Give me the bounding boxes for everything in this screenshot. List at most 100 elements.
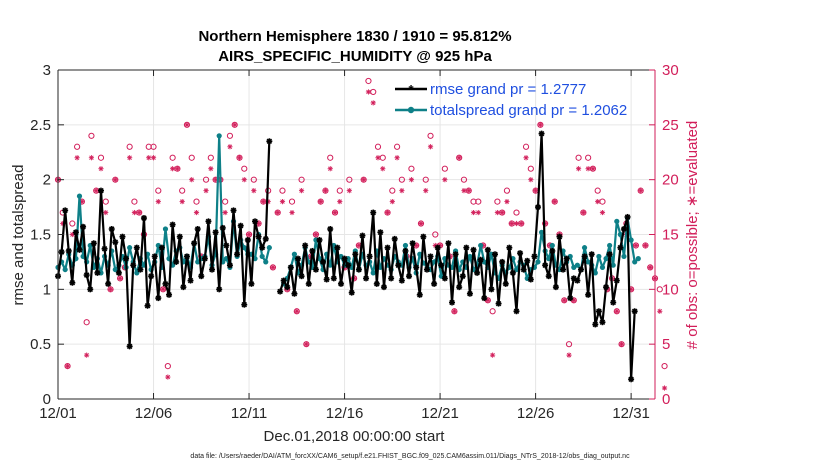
- obs-evaluated-stroke: [590, 166, 596, 171]
- obs-evaluated-stroke: [662, 385, 667, 391]
- obs-evaluated-marker: [657, 308, 663, 314]
- series-point-0: [509, 269, 516, 276]
- obs-evaluated-marker: [93, 188, 99, 194]
- obs-evaluated-stroke: [648, 265, 653, 270]
- series-point-stroke: [234, 251, 240, 258]
- obs-evaluated-stroke: [156, 199, 161, 204]
- series-point-0: [312, 266, 319, 273]
- series-point-0: [205, 218, 212, 225]
- series-point-stroke: [155, 295, 162, 301]
- obs-evaluated-stroke: [585, 166, 591, 171]
- series-point-0: [219, 224, 226, 231]
- obs-evaluated-stroke: [328, 166, 333, 171]
- obs-evaluated-stroke: [504, 199, 510, 204]
- series-point-1: [155, 242, 161, 249]
- series-point-0: [58, 249, 65, 256]
- series-point-0: [452, 251, 459, 258]
- series-point-1: [259, 253, 265, 260]
- series-point-stroke: [502, 281, 509, 287]
- series-point-0: [201, 255, 208, 262]
- series-point-stroke: [438, 262, 445, 268]
- series-point-stroke: [151, 253, 158, 260]
- obs-evaluated-stroke: [208, 166, 214, 171]
- series-point-0: [538, 130, 545, 137]
- series-point-1: [603, 256, 609, 262]
- obs-evaluated-marker: [236, 155, 243, 161]
- obs-evaluated-stroke: [390, 199, 395, 204]
- series-point-0: [449, 299, 456, 306]
- obs-evaluated-stroke: [151, 155, 156, 160]
- obs-evaluated-stroke: [657, 309, 662, 314]
- y-tick-label: 3: [43, 62, 51, 79]
- series-point-0: [463, 244, 470, 251]
- y-tick-label: 0: [43, 391, 51, 408]
- series-point-0: [302, 242, 309, 249]
- series-point-stroke: [417, 292, 423, 298]
- series-point-0: [531, 253, 538, 260]
- obs-possible-marker: [226, 132, 234, 139]
- series-point-stroke: [323, 276, 330, 283]
- series-point-stroke: [69, 279, 76, 286]
- series-point-stroke: [377, 229, 384, 236]
- series-point-stroke: [624, 214, 631, 220]
- series-point-0: [126, 343, 133, 350]
- series-point-0: [588, 251, 595, 258]
- series-lines: [55, 130, 641, 383]
- obs-possible-marker: [489, 308, 496, 315]
- obs-evaluated-stroke: [380, 166, 385, 171]
- obs-evaluated-stroke: [275, 210, 280, 215]
- series-point-0: [244, 236, 251, 243]
- series-point-stroke: [80, 224, 86, 230]
- obs-evaluated-marker: [451, 308, 458, 314]
- series-point-0: [631, 308, 638, 315]
- series-line-0: [56, 141, 271, 348]
- series-point-0: [517, 250, 524, 257]
- obs-evaluated-stroke: [533, 188, 538, 193]
- series-point-stroke: [621, 226, 627, 232]
- series-point-0: [123, 255, 130, 262]
- series-point-0: [87, 286, 94, 293]
- obs-possible-marker: [398, 176, 405, 183]
- obs-evaluated-stroke: [117, 276, 123, 281]
- obs-possible-marker: [188, 154, 195, 161]
- series-point-0: [441, 275, 448, 282]
- series-point-0: [198, 273, 205, 280]
- series-point-0: [223, 242, 230, 249]
- obs-evaluated-stroke: [179, 199, 185, 204]
- obs-evaluated-stroke: [433, 243, 438, 248]
- series-point-1: [635, 256, 641, 262]
- series-point-stroke: [112, 239, 119, 245]
- series-point-stroke: [194, 226, 201, 232]
- series-point-0: [140, 215, 147, 222]
- obs-possible-marker: [131, 198, 138, 205]
- series-point-1: [195, 259, 201, 265]
- obs-evaluated-marker: [112, 177, 118, 183]
- series-point-0: [563, 255, 570, 262]
- series-point-0: [176, 233, 183, 240]
- obs-evaluated-marker: [294, 308, 300, 314]
- series-point-0: [585, 291, 592, 298]
- series-point-stroke: [259, 244, 265, 251]
- obs-evaluated-marker: [580, 209, 586, 216]
- series-point-stroke: [588, 251, 595, 258]
- series-point-0: [266, 138, 273, 145]
- obs-evaluated-stroke: [476, 210, 481, 215]
- legend-spread-label: totalspread grand pr = 1.2062: [430, 102, 627, 119]
- obs-evaluated-stroke: [413, 243, 419, 248]
- series-point-stroke: [119, 233, 126, 240]
- series-point-stroke: [83, 272, 90, 278]
- obs-evaluated-stroke: [619, 341, 624, 347]
- series-point-1: [263, 259, 269, 265]
- obs-evaluated-stroke: [89, 155, 94, 160]
- x-tick-label: 12/21: [421, 405, 459, 422]
- obs-evaluated-stroke: [356, 243, 362, 248]
- series-point-stroke: [585, 292, 591, 298]
- obs-evaluated-marker: [499, 209, 505, 216]
- x-axis-label: Dec.01,2018 00:00:00 start: [264, 428, 446, 445]
- series-point-stroke: [237, 222, 244, 229]
- obs-evaluated-stroke: [165, 374, 171, 380]
- obs-evaluated-marker: [332, 209, 338, 216]
- series-point-stroke: [345, 262, 351, 268]
- obs-evaluated-marker: [179, 199, 185, 205]
- obs-evaluated-marker: [552, 199, 558, 205]
